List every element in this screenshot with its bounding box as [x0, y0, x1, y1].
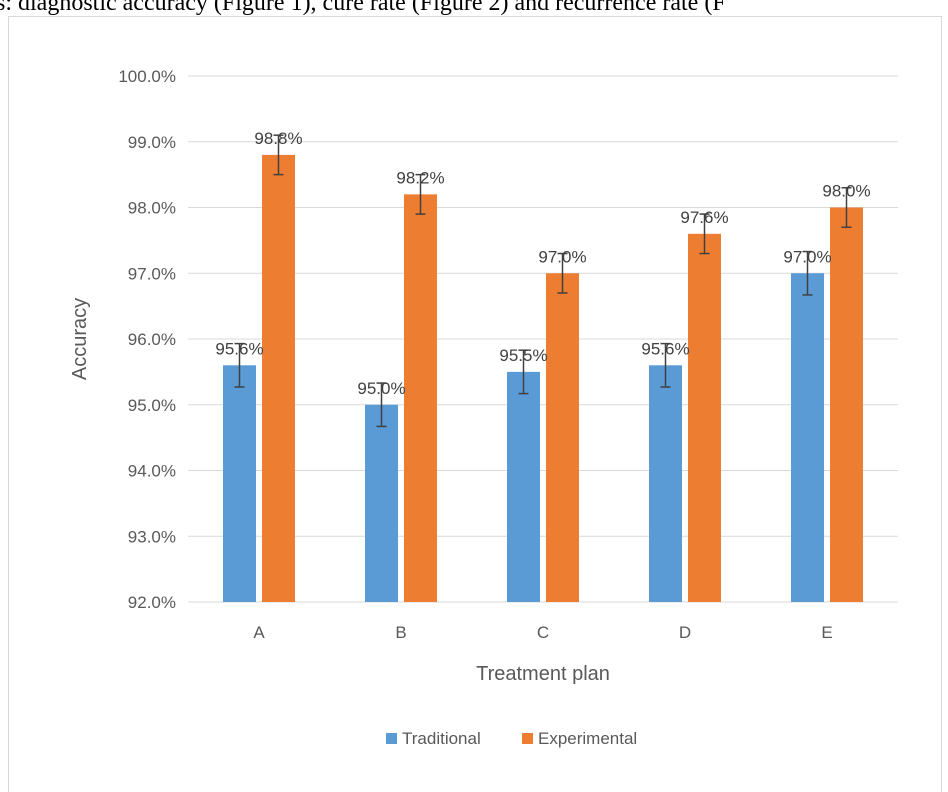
bar-experimental-A	[262, 154, 295, 602]
x-tick-labels: A B C D E	[253, 623, 832, 642]
bar-traditional-C	[507, 371, 540, 602]
legend-label-experimental: Experimental	[538, 729, 637, 748]
y-tick-label: 97.0%	[128, 264, 176, 283]
error-bars	[234, 134, 852, 428]
bars	[223, 154, 863, 603]
legend: Traditional Experimental	[386, 729, 637, 748]
chart-frame	[8, 16, 942, 792]
x-tick-label: B	[395, 623, 406, 642]
x-tick-label: E	[821, 623, 832, 642]
data-label: 97.0%	[538, 247, 586, 266]
legend-swatch-traditional	[386, 733, 397, 744]
caption-text: s: diagnostic accuracy (Figure 1), cure …	[0, 0, 726, 16]
y-tick-label: 98.0%	[128, 199, 176, 218]
data-label: 98.8%	[254, 129, 302, 148]
data-label: 95.6%	[215, 339, 263, 358]
data-label: 95.0%	[357, 379, 405, 398]
bar-traditional-E	[791, 273, 824, 602]
x-tick-label: A	[253, 623, 265, 642]
legend-label-traditional: Traditional	[402, 729, 481, 748]
bar-experimental-B	[404, 194, 437, 602]
y-tick-labels: 92.0% 93.0% 94.0% 95.0% 96.0% 97.0% 98.0% 99.0%…	[118, 67, 176, 612]
data-label: 95.6%	[641, 339, 689, 358]
y-tick-label: 99.0%	[128, 133, 176, 152]
legend-swatch-experimental	[522, 733, 533, 744]
bar-experimental-D	[688, 233, 721, 603]
data-label: 98.2%	[396, 168, 444, 187]
y-axis-title: Accuracy	[69, 298, 91, 380]
bar-experimental-C	[546, 273, 579, 602]
gridlines	[188, 75, 898, 603]
y-tick-label: 94.0%	[128, 462, 176, 481]
y-tick-label: 95.0%	[128, 396, 176, 415]
bar-experimental-E	[830, 207, 863, 602]
y-tick-label: 100.0%	[118, 67, 176, 86]
bar-traditional-A	[223, 365, 256, 602]
x-axis-title: Treatment plan	[476, 663, 610, 685]
data-label: 97.0%	[783, 247, 831, 266]
x-tick-label: D	[679, 623, 691, 642]
bar-traditional-D	[649, 365, 682, 602]
data-label: 97.6%	[680, 208, 728, 227]
data-labels: 95.6% 98.8% 95.0% 98.2% 95.5% 97.0% 95.6% 97.6%…	[215, 129, 870, 398]
data-label: 98.0%	[822, 182, 870, 201]
y-tick-label: 96.0%	[128, 330, 176, 349]
y-tick-label: 93.0%	[128, 527, 176, 546]
bar-traditional-B	[365, 404, 398, 602]
data-label: 95.5%	[499, 346, 547, 365]
x-tick-label: C	[537, 623, 549, 642]
y-tick-label: 92.0%	[128, 593, 176, 612]
